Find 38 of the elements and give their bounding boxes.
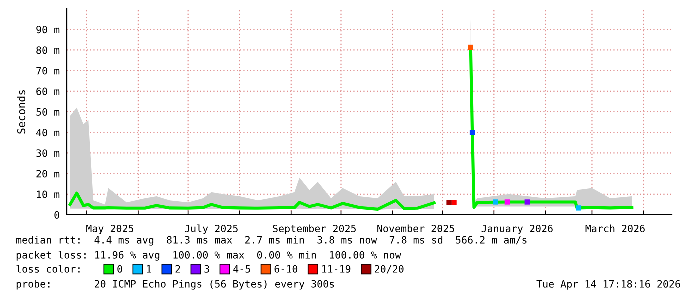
legend-label: 6-10	[274, 265, 298, 273]
text: probe: 20 ICMP Echo Pings (56 Bytes) every 300s	[16, 280, 334, 290]
x-tick-label: September 2025	[273, 224, 356, 234]
legend-title: loss color:	[16, 265, 80, 273]
point	[470, 130, 476, 136]
y-axis-title: Seconds	[17, 90, 26, 134]
y-tick-label: 50 m	[36, 108, 60, 116]
y-tick-label: 10 m	[37, 190, 60, 198]
point	[504, 200, 510, 205]
legend-label: 4-5	[234, 265, 250, 273]
y-tick-label: 20 m	[36, 170, 60, 178]
x-tick-label: January 2026	[482, 224, 553, 234]
point	[446, 200, 452, 206]
text: Tue Apr 14 17:18:16 2026	[536, 280, 680, 290]
point	[493, 200, 498, 205]
legend-label: 20/20	[375, 265, 404, 274]
legend-label: 2	[176, 265, 180, 273]
point	[576, 206, 582, 211]
x-tick-label: July 2025	[185, 224, 238, 234]
y-tick-label: 60 m	[36, 88, 60, 96]
y-tick-label: 30 m	[36, 150, 60, 158]
point	[452, 200, 457, 206]
point	[524, 200, 530, 205]
text: median rtt: 4.4 ms avg 81.3 ms max 2.7 ms min 3.8 ms now 7.8 ms sd 566.2 m am/s	[16, 236, 527, 246]
legend-label: 11-19	[322, 265, 351, 273]
y-tick-label: 80 m	[36, 46, 60, 54]
y-tick-label: 90 m	[36, 26, 60, 34]
legend-label: 3	[204, 265, 210, 273]
text: packet loss: 11.96 % avg 100.00 % max 0.00 % min 100.00 % now	[16, 251, 402, 261]
x-tick-label: March 2026	[586, 224, 645, 233]
legend-label: 1	[147, 265, 152, 273]
legend-label: 0	[118, 265, 122, 273]
y-tick-label: 0	[54, 211, 60, 219]
point	[468, 44, 474, 50]
y-tick-label: 40 m	[36, 129, 60, 137]
x-tick-label: May 2025	[86, 224, 134, 234]
y-tick-label: 70 m	[36, 67, 60, 75]
x-tick-label: November 2025	[378, 224, 454, 233]
